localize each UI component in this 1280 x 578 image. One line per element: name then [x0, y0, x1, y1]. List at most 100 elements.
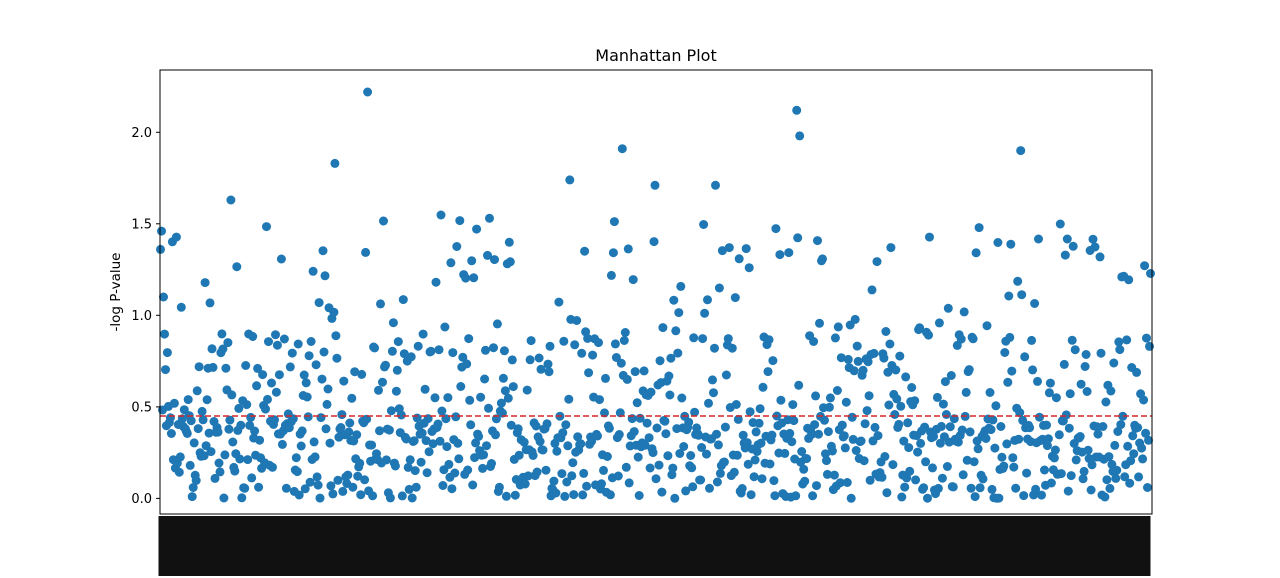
data-point	[479, 450, 488, 459]
data-point	[1068, 336, 1077, 345]
data-point	[687, 463, 696, 472]
data-point	[246, 413, 255, 422]
data-point	[468, 481, 477, 490]
data-point	[972, 248, 981, 257]
data-point	[453, 439, 462, 448]
data-point	[224, 425, 233, 434]
data-point	[745, 263, 754, 272]
data-point	[715, 284, 724, 293]
data-point	[1137, 444, 1146, 453]
data-point	[828, 447, 837, 456]
data-point	[456, 382, 465, 391]
data-point	[686, 451, 695, 460]
chart-title: Manhattan Plot	[595, 46, 716, 65]
data-point	[220, 450, 229, 459]
data-point	[345, 419, 354, 428]
data-point	[594, 338, 603, 347]
data-point	[769, 476, 778, 485]
data-point	[570, 340, 579, 349]
data-point	[838, 421, 847, 430]
data-point	[163, 348, 172, 357]
data-point	[464, 334, 473, 343]
data-point	[943, 462, 952, 471]
data-point	[795, 131, 804, 140]
data-point	[799, 465, 808, 474]
data-point	[408, 494, 417, 503]
data-point	[338, 487, 347, 496]
data-point	[294, 340, 303, 349]
data-point	[480, 375, 489, 384]
data-point	[1063, 235, 1072, 244]
data-point	[758, 474, 767, 483]
data-point	[1042, 421, 1051, 430]
data-point	[347, 394, 356, 403]
data-point	[677, 394, 686, 403]
data-point	[1145, 342, 1154, 351]
data-point	[261, 405, 270, 414]
data-point	[310, 437, 319, 446]
data-point	[391, 462, 400, 471]
data-point	[280, 335, 289, 344]
data-point	[1003, 378, 1012, 387]
data-point	[731, 293, 740, 302]
data-point	[440, 323, 449, 332]
data-point	[201, 278, 210, 287]
data-point	[848, 413, 857, 422]
data-point	[268, 463, 277, 472]
data-point	[288, 349, 297, 358]
data-point	[177, 303, 186, 312]
data-point	[923, 494, 932, 503]
data-point	[1089, 235, 1098, 244]
data-point	[767, 431, 776, 440]
data-point	[167, 429, 176, 438]
data-point	[880, 452, 889, 461]
data-point	[392, 387, 401, 396]
data-point	[387, 406, 396, 415]
data-point	[217, 329, 226, 338]
data-point	[904, 443, 913, 452]
data-point	[1106, 387, 1115, 396]
data-point	[1133, 423, 1142, 432]
data-point	[421, 385, 430, 394]
data-point	[700, 309, 709, 318]
data-point	[386, 493, 395, 502]
data-point	[565, 175, 574, 184]
data-point	[1102, 475, 1111, 484]
data-point	[411, 466, 420, 475]
data-point	[298, 426, 307, 435]
data-point	[546, 342, 555, 351]
data-point	[1019, 491, 1028, 500]
data-point	[367, 441, 376, 450]
data-point	[569, 490, 578, 499]
data-point	[742, 244, 751, 253]
data-point	[688, 482, 697, 491]
data-point	[542, 466, 551, 475]
data-point	[1129, 449, 1138, 458]
data-point	[482, 441, 491, 450]
data-point	[649, 448, 658, 457]
data-point	[355, 459, 364, 468]
data-point	[764, 367, 773, 376]
data-point	[292, 453, 301, 462]
data-point	[543, 419, 552, 428]
data-point	[321, 271, 330, 280]
data-point	[579, 469, 588, 478]
y-axis-label: -log P-value	[108, 253, 124, 332]
data-point	[241, 361, 250, 370]
data-point	[834, 322, 843, 331]
data-point	[897, 493, 906, 502]
data-point	[809, 337, 818, 346]
data-point	[618, 144, 627, 153]
data-point	[370, 343, 379, 352]
data-point	[478, 464, 487, 473]
data-point	[1142, 334, 1151, 343]
data-point	[273, 341, 282, 350]
data-point	[303, 393, 312, 402]
data-point	[374, 386, 383, 395]
data-point	[166, 413, 175, 422]
data-point	[312, 360, 321, 369]
data-point	[1109, 359, 1118, 368]
data-point	[652, 474, 661, 483]
data-point	[536, 437, 545, 446]
data-point	[240, 484, 249, 493]
